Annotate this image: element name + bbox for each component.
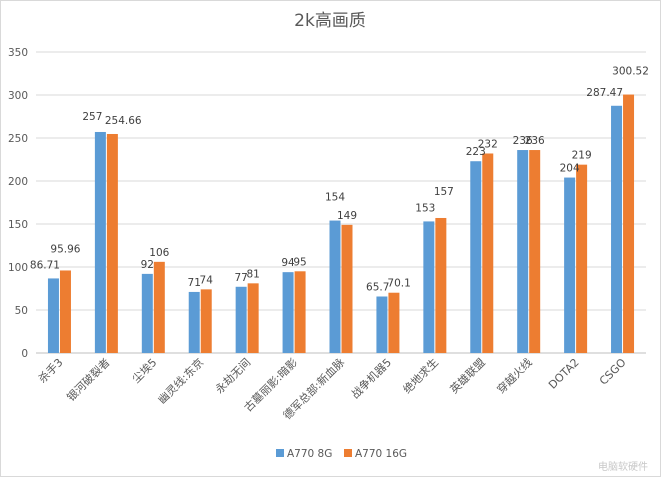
bar-value-label: 157: [434, 186, 454, 198]
y-axis-ticks: 0 50 100 150 200 250 300 350: [8, 47, 28, 360]
bar-value-label: 106: [149, 247, 169, 259]
legend-label: A770 8G: [287, 448, 332, 460]
bar-value-label: 95: [293, 256, 306, 268]
bar-value-label: 232: [478, 138, 498, 150]
bar: [200, 289, 212, 353]
bar-value-label: 236: [525, 135, 545, 147]
y-tick-label: 150: [8, 219, 28, 231]
bar: [576, 164, 588, 353]
y-tick-label: 250: [8, 133, 28, 145]
bar: [294, 271, 306, 353]
bar: [423, 221, 435, 353]
y-tick-label: 100: [8, 262, 28, 274]
bar: [282, 272, 294, 353]
bar: [376, 296, 388, 353]
bar: [153, 261, 165, 353]
y-tick-label: 0: [21, 348, 28, 360]
bar: [611, 105, 623, 353]
legend: A770 8G A770 16G: [276, 448, 407, 460]
bar-value-label: 254.66: [105, 115, 142, 127]
bar-value-label: 149: [337, 210, 357, 222]
bar-value-label: 300.52: [612, 66, 649, 78]
bar: [47, 278, 59, 353]
bar-value-label: 65.7: [366, 281, 389, 293]
gridlines: [36, 51, 646, 354]
bar: [435, 217, 447, 353]
y-tick-label: 200: [8, 176, 28, 188]
bar: [470, 161, 482, 353]
bar-value-label: 77: [234, 272, 247, 284]
legend-label: A770 16G: [355, 448, 407, 460]
bars: [47, 94, 635, 354]
bar: [106, 133, 118, 353]
bar-value-label: 95.96: [50, 243, 80, 255]
bar-value-label: 92: [141, 259, 154, 271]
bar: [247, 283, 259, 353]
bar-value-label: 204: [560, 163, 580, 175]
bar: [329, 220, 341, 353]
bar: [94, 131, 106, 353]
bar-value-label: 74: [200, 274, 214, 286]
bar: [482, 153, 494, 353]
y-tick-label: 300: [8, 90, 28, 102]
bar: [517, 150, 529, 353]
bar: [529, 150, 541, 353]
bar-value-label: 86.71: [30, 259, 60, 271]
bar-value-label: 223: [466, 146, 486, 158]
bar: [188, 291, 200, 353]
bar-value-label: 94: [281, 257, 295, 269]
y-tick-label: 50: [15, 305, 28, 317]
bar: [623, 94, 635, 354]
legend-swatch: [344, 449, 352, 457]
legend-swatch: [276, 449, 284, 457]
bar-value-label: 153: [415, 202, 435, 214]
bar-value-label: 154: [325, 192, 345, 204]
chart-title: 2k高画质: [294, 11, 366, 31]
bar: [235, 286, 247, 353]
y-tick-label: 350: [8, 47, 28, 59]
bar-value-label: 71: [188, 277, 201, 289]
bar-value-label: 287.47: [586, 87, 623, 99]
bar-value-label: 219: [572, 150, 592, 162]
bar-value-label: 257: [82, 111, 102, 123]
bar: [141, 273, 153, 353]
bar: [59, 270, 71, 353]
bar: [341, 224, 353, 353]
bar-value-label: 236: [513, 135, 533, 147]
bar: [564, 177, 576, 353]
bar-value-label: 70.1: [387, 278, 410, 290]
watermark-text: 电脑软硬件: [598, 460, 648, 473]
bar-value-label: 81: [246, 268, 259, 280]
bar: [388, 292, 400, 353]
